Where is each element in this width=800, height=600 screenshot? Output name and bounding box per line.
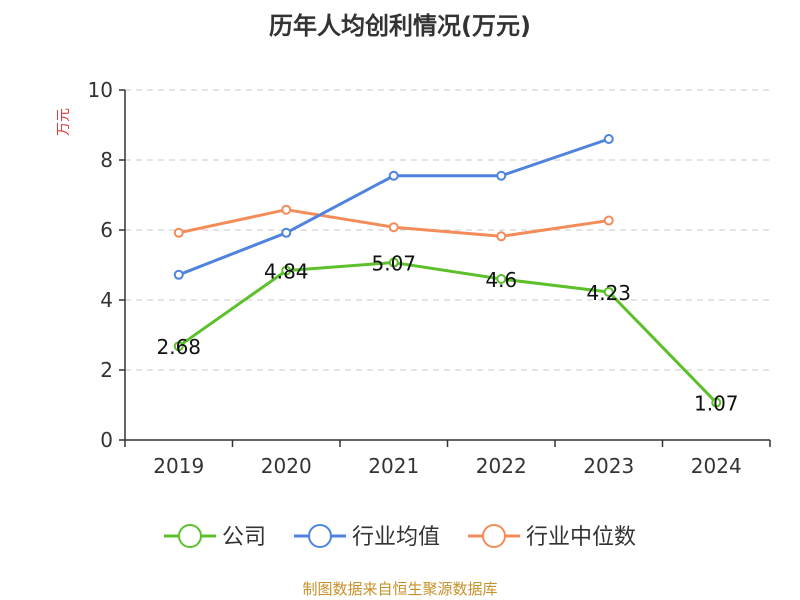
axes: 0 2 4 6 8 10 2019 2020 2021 2022 2023 2024 <box>88 78 771 478</box>
x-tick-label: 2022 <box>476 454 527 478</box>
y-tick-label: 0 <box>100 428 113 452</box>
data-label: 1.07 <box>694 392 739 416</box>
x-tick-label: 2019 <box>153 454 204 478</box>
legend-marker-icon <box>482 524 506 548</box>
series-line <box>177 261 718 404</box>
legend-item-2[interactable]: 行业均值 <box>294 524 440 550</box>
data-point[interactable] <box>173 269 184 280</box>
series-3 <box>173 204 614 242</box>
data-label: 4.6 <box>485 268 517 292</box>
legend-marker-icon <box>178 524 202 548</box>
x-tick-label: 2023 <box>583 454 634 478</box>
x-tick-label: 2020 <box>261 454 312 478</box>
data-point[interactable] <box>388 170 399 181</box>
x-tick-label: 2021 <box>368 454 419 478</box>
data-point[interactable] <box>173 227 184 238</box>
legend-item-1[interactable]: 公司 <box>164 524 266 550</box>
legend-label: 行业中位数 <box>526 525 636 550</box>
data-point[interactable] <box>281 227 292 238</box>
y-tick-label: 4 <box>100 288 113 312</box>
y-tick-label: 6 <box>100 218 113 242</box>
data-point[interactable] <box>173 341 184 352</box>
y-tick-label: 2 <box>100 358 113 382</box>
legend-marker-icon <box>308 524 332 548</box>
legend-label: 公司 <box>222 525 266 550</box>
x-tick-label: 2024 <box>691 454 742 478</box>
data-point[interactable] <box>388 222 399 233</box>
data-label: 2.68 <box>156 335 201 359</box>
data-point[interactable] <box>603 215 614 226</box>
chart-title: 历年人均创利情况(万元) <box>269 12 531 40</box>
data-point[interactable] <box>603 134 614 144</box>
data-point[interactable] <box>281 204 292 215</box>
grid-lines <box>125 89 770 371</box>
data-label: 4.23 <box>586 281 631 305</box>
series-group <box>173 134 722 408</box>
data-point[interactable] <box>388 257 399 268</box>
data-point[interactable] <box>496 170 507 181</box>
data-point[interactable] <box>496 231 507 242</box>
data-labels: 2.68 4.84 5.07 4.6 4.23 1.07 <box>156 252 738 416</box>
data-label: 4.84 <box>264 260 309 284</box>
data-point[interactable] <box>711 397 722 408</box>
y-tick-label: 8 <box>100 148 113 172</box>
y-axis-label: 万元 <box>56 108 72 136</box>
legend-label: 行业均值 <box>352 525 440 550</box>
data-point[interactable] <box>281 265 292 276</box>
legend[interactable]: 公司 行业均值 行业中位数 <box>164 524 636 550</box>
data-point[interactable] <box>496 274 507 284</box>
data-label: 5.07 <box>371 252 416 276</box>
series-2 <box>173 134 614 280</box>
series-1 <box>173 257 722 408</box>
legend-item-3[interactable]: 行业中位数 <box>468 524 636 550</box>
data-point[interactable] <box>603 286 614 297</box>
source-note: 制图数据来自恒生聚源数据库 <box>302 580 497 598</box>
y-tick-label: 10 <box>88 78 113 102</box>
